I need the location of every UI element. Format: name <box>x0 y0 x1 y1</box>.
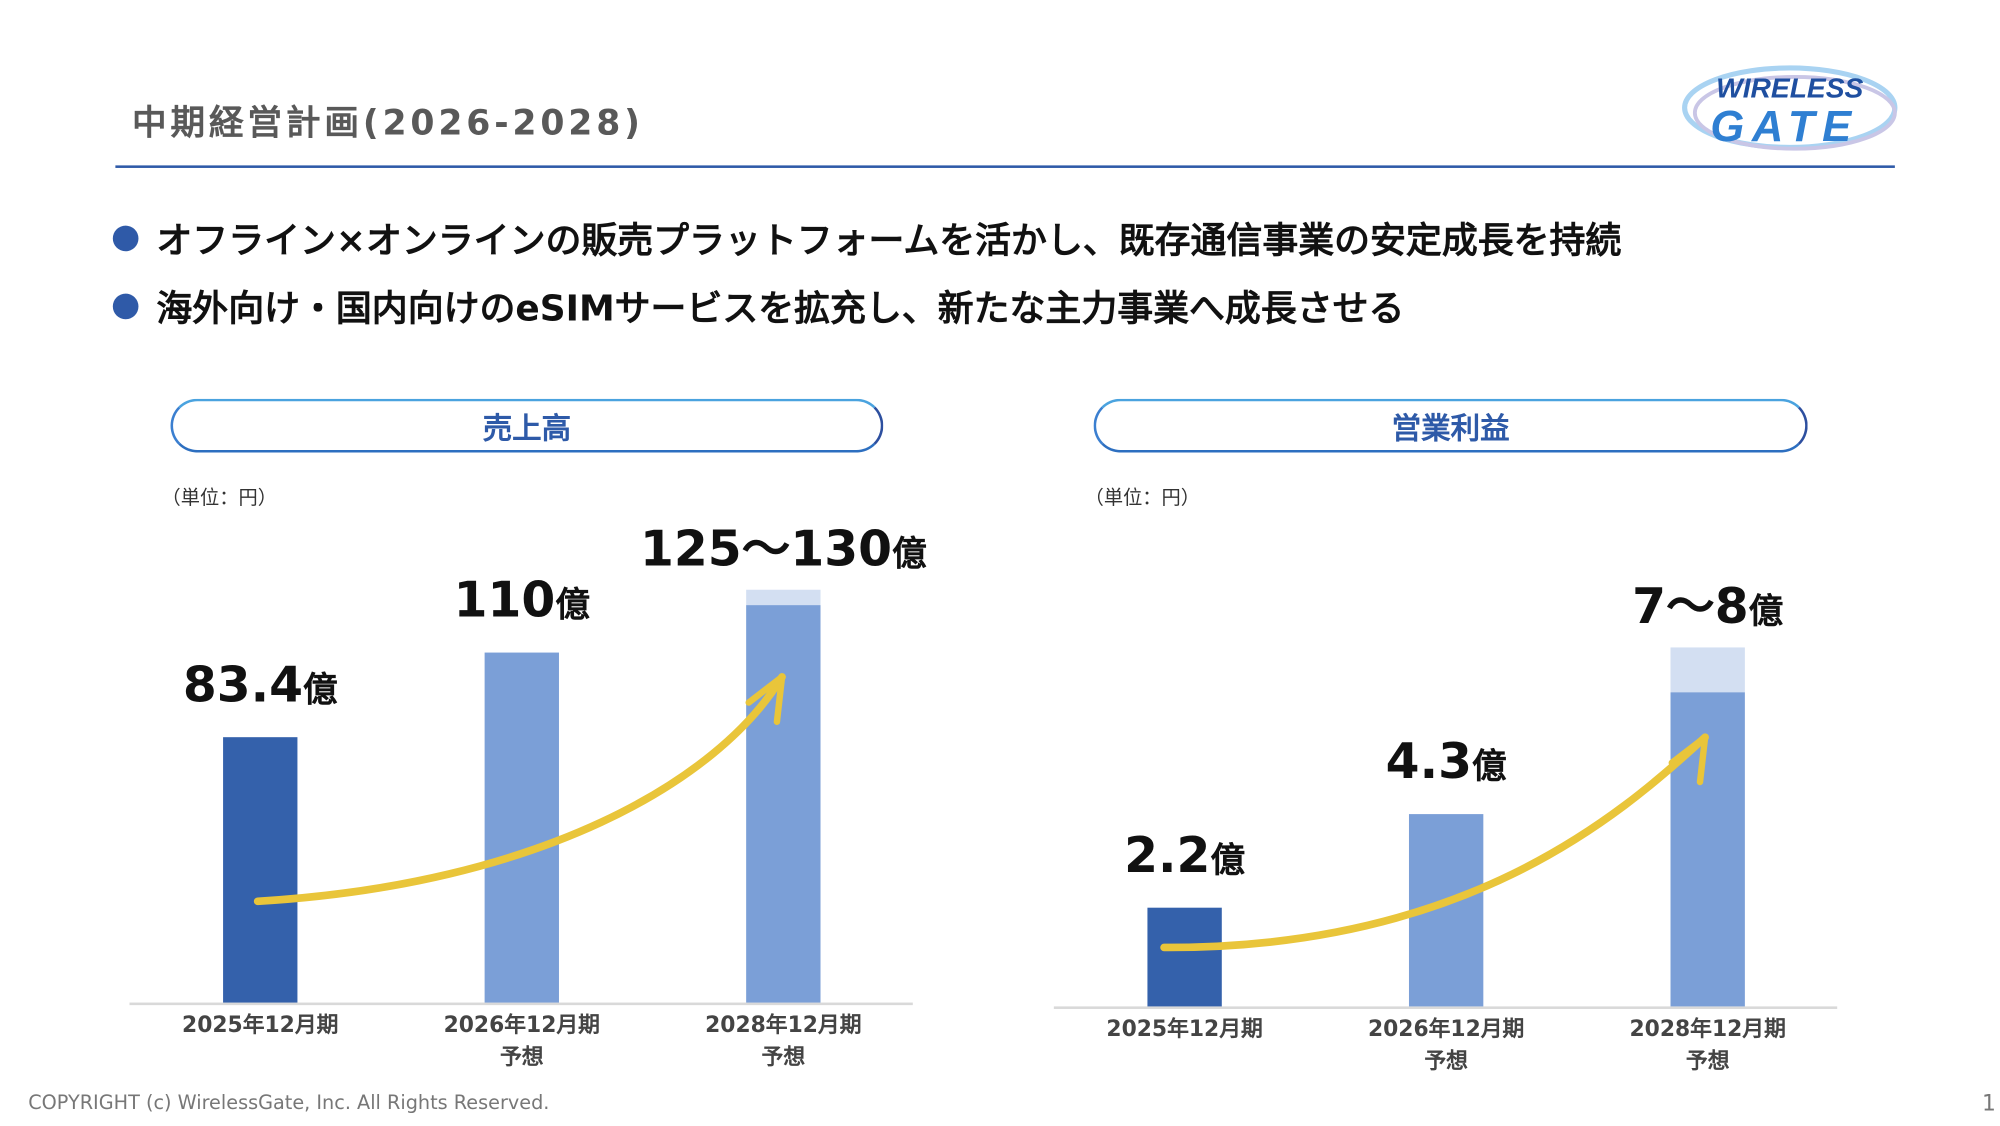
value-number: 83.4 <box>182 656 304 714</box>
tick-line: 予想 <box>1424 1048 1468 1075</box>
sales-value-label: 83.4億 <box>94 657 427 713</box>
tick-line: 予想 <box>1685 1048 1730 1075</box>
bullet-dot-icon <box>112 225 139 252</box>
value-number: 4.3 <box>1385 732 1472 790</box>
tick-line: 2026年12月期 <box>443 1012 600 1039</box>
profit-unit-note: （単位：円） <box>1084 485 1201 509</box>
value-number: 125〜130 <box>639 519 893 577</box>
sales-bar <box>223 737 298 1003</box>
bullet-dot-icon <box>112 293 139 320</box>
sales-bar-range <box>746 589 821 606</box>
sales-x-axis <box>129 1002 913 1006</box>
profit-bar-range <box>1670 647 1745 693</box>
sales-x-tick-label: 2028年12月期 予想 <box>681 1010 886 1074</box>
sales-value-label: 110億 <box>355 572 688 628</box>
profit-chart-title: 営業利益 <box>1093 398 1808 453</box>
value-number: 110 <box>453 572 556 629</box>
sales-value-label: 125〜130億 <box>617 508 950 579</box>
value-unit: 億 <box>1210 841 1246 881</box>
sales-x-tick-label: 2026年12月期 予想 <box>419 1010 624 1074</box>
value-number: 7〜8 <box>1632 578 1749 635</box>
profit-x-tick-label: 2025年12月期 <box>1082 1014 1287 1078</box>
logo-text-gate: GATE <box>1710 103 1859 151</box>
page-number: 1 <box>1982 1091 1996 1117</box>
sales-unit-note: （単位：円） <box>161 485 277 509</box>
tick-line: 2025年12月期 <box>1106 1016 1263 1043</box>
arrowhead-icon <box>1668 733 1709 786</box>
profit-value-label: 7〜8億 <box>1541 567 1874 638</box>
tick-line: 予想 <box>499 1044 544 1071</box>
bullet-item: オフライン×オンラインの販売プラットフォームを活かし、既存通信事業の安定成長を持… <box>112 213 1622 264</box>
trend-arrow-line <box>253 673 786 906</box>
profit-x-tick-label: 2028年12月期 予想 <box>1605 1014 1810 1078</box>
tick-line: 2026年12月期 <box>1367 1016 1525 1043</box>
profit-x-tick-label: 2026年12月期 予想 <box>1344 1014 1549 1078</box>
value-number: 2.2 <box>1124 826 1211 884</box>
logo-text-wireless: WIRELESS <box>1716 71 1863 103</box>
bullet-text: オフライン×オンラインの販売プラットフォームを活かし、既存通信事業の安定成長を持… <box>156 219 1622 262</box>
value-unit: 億 <box>1748 592 1784 633</box>
tick-line: 2028年12月期 <box>705 1012 862 1039</box>
tick-line: 予想 <box>761 1044 806 1071</box>
copyright: COPYRIGHT (c) WirelessGate, Inc. All Rig… <box>28 1091 550 1115</box>
profit-x-axis <box>1053 1006 1838 1009</box>
arrowhead-icon <box>745 673 786 725</box>
sales-x-tick-label: 2025年12月期 <box>158 1010 363 1074</box>
value-unit: 億 <box>555 586 590 626</box>
bullet-text: 海外向け・国内向けのeSIMサービスを拡充し、新たな主力事業へ成長させる <box>156 287 1405 330</box>
value-unit: 億 <box>303 670 338 711</box>
tick-line: 2028年12月期 <box>1629 1016 1786 1043</box>
wireless-gate-logo: WIRELESS GATE <box>1682 65 1898 151</box>
sales-bar <box>484 652 559 1003</box>
sales-chart-title: 売上高 <box>170 398 884 453</box>
bullet-item: 海外向け・国内向けのeSIMサービスを拡充し、新たな主力事業へ成長させる <box>112 281 1405 332</box>
sales-bar <box>746 605 821 1003</box>
tick-line: 2025年12月期 <box>182 1012 339 1039</box>
title-divider <box>115 165 1895 168</box>
profit-value-label: 4.3億 <box>1279 733 1612 789</box>
profit-value-label: 2.2億 <box>1018 827 1351 883</box>
value-unit: 億 <box>892 534 927 574</box>
trend-arrow-line <box>1160 733 1709 952</box>
page-title: 中期経営計画(2026-2028) <box>132 103 644 144</box>
profit-bar <box>1670 692 1745 1007</box>
value-unit: 億 <box>1471 746 1507 787</box>
profit-bar <box>1147 907 1222 1007</box>
